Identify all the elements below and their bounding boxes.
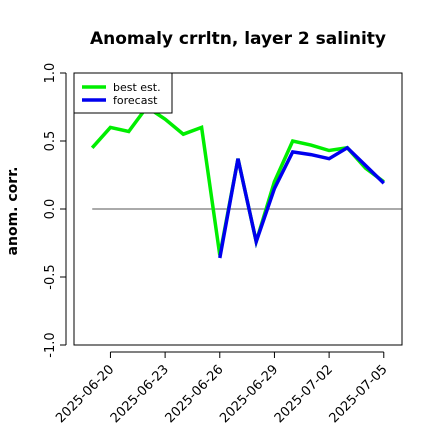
legend-box [73,72,173,114]
legend-label: best est. [113,81,161,94]
chart-title: Anomaly crrltn, layer 2 salinity [90,29,386,49]
legend-label: forecast [113,94,158,107]
y-tick-label: 0.0 [43,199,58,220]
y-tick-label: 1.0 [43,63,58,84]
plot-lines [90,104,386,259]
legend: best est.forecast [73,72,173,114]
plot-frame [73,72,403,346]
y-tick-label: -1.0 [43,332,58,357]
y-tick-label: -0.5 [43,264,58,289]
series-line-forecast [218,145,386,259]
series-line-best-est [90,104,385,256]
x-tick-label: 2025-07-05 [327,362,391,426]
y-tick-label: 0.5 [43,131,58,152]
y-axis-label: anom. corr. [5,167,21,256]
